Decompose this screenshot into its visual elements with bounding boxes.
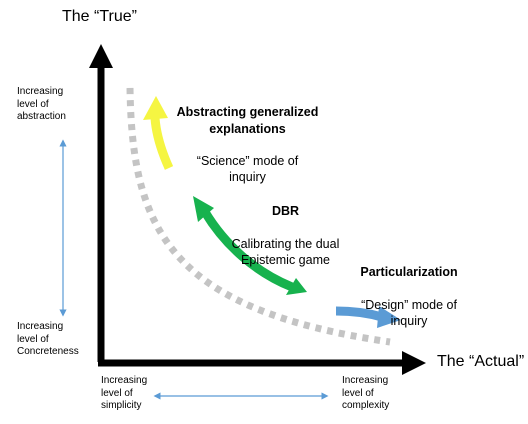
y-axis-title: The “True”: [62, 8, 137, 25]
dbr-arrow-shaft: [201, 209, 294, 292]
y-axis-arrowhead: [89, 44, 113, 68]
science-heading: Abstracting generalized explanations: [176, 105, 319, 136]
simplicity-label: Increasing level of simplicity: [101, 375, 148, 411]
design-body: “Design” mode of inquiry: [361, 297, 457, 328]
concreteness-label: Increasing level of Concreteness: [17, 321, 79, 357]
design-heading: Particularization: [360, 265, 458, 280]
design-annotation: Particularization “Design” mode of inqui…: [339, 248, 479, 346]
science-body: “Science” mode of inquiry: [196, 154, 299, 185]
dbr-annotation: DBR Calibrating the dual Epistemic game: [213, 187, 358, 285]
science-arrow-head: [143, 96, 168, 120]
dbr-body: Calibrating the dual Epistemic game: [231, 236, 340, 267]
dbr-heading: DBR: [271, 204, 300, 219]
science-annotation: Abstracting generalized explanations “Sc…: [165, 88, 330, 202]
x-axis-title: The “Actual”: [437, 353, 525, 370]
dbr-arrow-head-top: [193, 196, 214, 222]
x-axis-arrowhead: [402, 351, 426, 375]
dbr-arrow-head-bottom: [286, 278, 307, 295]
complexity-label: Increasing level of complexity: [342, 375, 390, 411]
abstraction-label: Increasing level of abstraction: [17, 86, 66, 122]
design-arrow-head: [377, 306, 401, 328]
science-arrow-shaft: [150, 117, 174, 170]
